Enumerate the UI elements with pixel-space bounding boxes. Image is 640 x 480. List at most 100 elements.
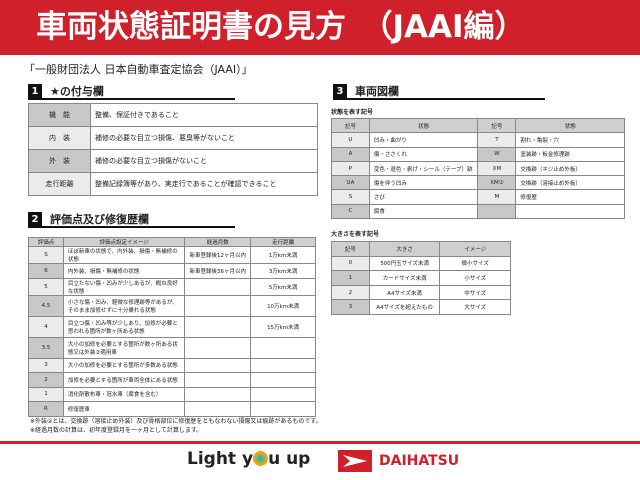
cell: 腐食: [368, 203, 479, 220]
cell: 10万km未満: [250, 294, 316, 317]
cell: [184, 336, 252, 359]
table-row: 3 A4サイズを超えたもの 大サイズ: [331, 299, 511, 315]
cell: [515, 203, 625, 220]
cell: 3万km未満: [250, 263, 316, 279]
cell: 3.5: [28, 336, 64, 359]
cell: P: [331, 160, 370, 177]
note: ※経過月数の計算は、初年度登録月を一ヶ月として計算します。: [30, 427, 203, 434]
column-header: 評価点設定イメージ: [62, 237, 186, 247]
cell: 1: [28, 386, 64, 402]
cell: [184, 386, 252, 402]
cell: 微小サイズ: [439, 255, 511, 272]
row-label: 外 装: [28, 149, 91, 173]
row-text: 補修の必要な目立つ損傷、悪臭等がないこと: [90, 126, 318, 150]
cell: A: [331, 146, 370, 162]
cell: 小サイズ: [439, 270, 511, 286]
section-title: 評価点及び修復歴欄: [50, 213, 149, 226]
cell: 傷・ささくれ: [368, 146, 479, 162]
table-row: 1 カードサイズ未満 小サイズ: [331, 270, 511, 286]
cell: 交換跡（溶接止め外板）: [515, 175, 625, 191]
table-row: S さび M 修復歴: [331, 189, 625, 205]
cell: 割れ・亀裂・穴: [515, 132, 625, 148]
cell: カードサイズ未満: [368, 270, 441, 286]
cell: R: [28, 401, 64, 417]
row-label: 内 装: [28, 126, 91, 150]
row-text: 整備記録簿等があり、実走行であることが確認できること: [90, 172, 318, 196]
cell: [250, 386, 316, 402]
section-number: 3: [333, 84, 347, 98]
cell: [250, 336, 316, 359]
column-header: 評価点: [28, 237, 64, 247]
cell: 3: [331, 299, 370, 315]
column-header: 大きさ: [368, 241, 441, 257]
cell: 5: [28, 277, 64, 296]
cell: 15万km未満: [250, 315, 316, 338]
cell: XM: [477, 160, 517, 177]
cell: 小さな傷・凹み、軽微な修理跡等があるが、そのまま加修せずに十分乗れる状態: [62, 294, 186, 317]
cell: 500円玉サイズ未満: [368, 255, 441, 272]
cell: [184, 294, 252, 317]
table-row: U 凹み・曲がり T 割れ・亀裂・穴: [331, 132, 625, 148]
row-text: 補修の必要な目立つ損傷がないこと: [90, 149, 318, 173]
notes: ※外装②とは、交換跡（溶接止め外装）及び骨格部位に修復歴をともなわない損傷又は痕…: [30, 417, 322, 435]
cell: 修復歴: [515, 189, 625, 205]
cell: 大小の加修を必要とする箇所が多数ある状態: [62, 357, 186, 373]
daihatsu-logo: DAIHATSU: [379, 453, 460, 469]
daihatsu-emblem-icon: [338, 450, 372, 472]
cell: ほぼ新車の状態で、内外装、損傷・無補修の状態: [62, 246, 186, 264]
cell: 目立たない傷・凹みが少しあるが、概ね良好な状態: [62, 277, 186, 296]
cell: [250, 357, 316, 373]
table-row: 機 能整備、保証付きであること: [28, 103, 318, 127]
cell: A4サイズを超えたもの: [368, 299, 441, 315]
column-header: 記号: [331, 241, 370, 257]
cell: [250, 401, 316, 417]
state-symbols-label: 状態を表す記号: [331, 109, 374, 116]
column-header: 状態: [368, 117, 479, 134]
section1-header: 1 ★の付与欄: [28, 84, 235, 100]
grade-table: 評価点 評価点設定イメージ 経過月数 走行距離 S ほぼ新車の状態で、内外装、損傷・無補修…: [28, 237, 316, 417]
table-row: 外 装補修の必要な目立つ損傷がないこと: [28, 149, 318, 173]
table-row: P 変色・退色・剥げ・シール（テープ）跡 XM 交換跡（ネジ止め外板）: [331, 160, 625, 177]
cell: 中サイズ: [439, 284, 511, 301]
table-row: UA 傷を伴う凹み XM② 交換跡（溶接止め外板）: [331, 175, 625, 191]
cell: [477, 203, 517, 220]
table-row: C 腐食: [331, 203, 625, 220]
table-row: R 修復歴車: [28, 401, 316, 417]
cell: 4.5: [28, 294, 64, 317]
cell: 1万km未満: [250, 246, 316, 264]
table-row: S ほぼ新車の状態で、内外装、損傷・無補修の状態 新車登録後12ヶ月以内 1万km未満: [28, 246, 316, 264]
cell: 凹み・曲がり: [368, 132, 479, 148]
row-label: 機 能: [28, 103, 91, 127]
cell: 加修を必要とする箇所が車両全体にある状態: [62, 372, 186, 388]
cell: S: [331, 189, 370, 205]
table-row: 内 装補修の必要な目立つ損傷、悪臭等がないこと: [28, 126, 318, 150]
column-header: 状態: [515, 117, 625, 134]
cell: 4: [28, 315, 64, 338]
cell: 大小の加修を必要とする箇所が数ヶ所ある状態又は外装②適用車: [62, 336, 186, 359]
size-symbols-label: 大きさを表す記号: [331, 231, 380, 238]
cell: 3: [28, 357, 64, 373]
cell: [184, 372, 252, 388]
cell: 傷を伴う凹み: [368, 175, 479, 191]
cell: U: [331, 132, 370, 148]
cell: 0: [331, 255, 370, 272]
table-row: 4.5 小さな傷・凹み、軽微な修理跡等があるが、そのまま加修せずに十分乗れる状態 1…: [28, 294, 316, 317]
cell: A4サイズ未満: [368, 284, 441, 301]
section2-header: 2 評価点及び修復歴欄: [28, 212, 235, 228]
table-row: 走行距離 整備記録簿等があり、実走行であることが確認できること: [28, 172, 318, 196]
rainbow-ring-icon: [253, 451, 269, 466]
row-text: 整備、保証付きであること: [90, 103, 318, 127]
cell: T: [477, 132, 517, 148]
section-title: ★の付与欄: [50, 85, 104, 98]
subtitle: 「一般財団法人 日本自動車査定協会（JAAI）」: [24, 63, 253, 76]
cell: 大サイズ: [439, 299, 511, 315]
footer-divider: [0, 441, 640, 444]
column-header: 走行距離: [250, 237, 316, 247]
column-header: 記号: [477, 117, 517, 134]
table-row: 3 大小の加修を必要とする箇所が多数ある状態: [28, 357, 316, 373]
cell: 1: [331, 270, 370, 286]
cell: 交換跡（ネジ止め外板）: [515, 160, 625, 177]
cell: 新車登録後36ヶ月以内: [184, 263, 252, 279]
cell: 内外装、損傷・無補修の状態: [62, 263, 186, 279]
